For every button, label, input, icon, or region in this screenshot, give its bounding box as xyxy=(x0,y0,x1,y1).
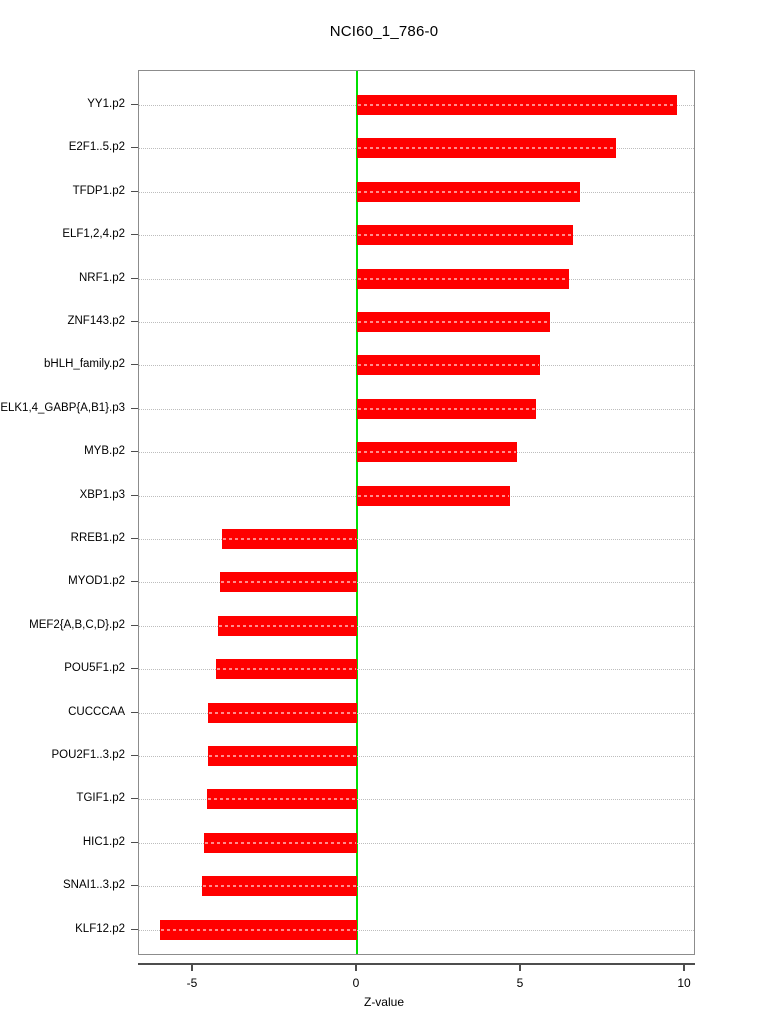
chart-title: NCI60_1_786-0 xyxy=(329,23,439,40)
x-axis-tick xyxy=(355,963,357,971)
gridline xyxy=(139,842,694,844)
y-axis-label: ELF1,2,4.p2 xyxy=(62,228,125,241)
bar[interactable] xyxy=(357,355,541,376)
y-axis-label: POU5F1.p2 xyxy=(64,662,125,675)
x-axis-line xyxy=(138,963,695,965)
y-axis-tick xyxy=(131,798,138,800)
bar[interactable] xyxy=(357,398,536,419)
bar[interactable] xyxy=(206,789,357,810)
y-axis-label: TGIF1.p2 xyxy=(76,792,125,805)
y-axis-label: HIC1.p2 xyxy=(82,835,125,848)
y-axis-tick xyxy=(131,277,138,279)
y-axis-tick xyxy=(131,451,138,453)
y-axis-tick xyxy=(131,841,138,843)
y-axis-tick xyxy=(131,624,138,626)
bar[interactable] xyxy=(357,138,617,159)
gridline xyxy=(139,886,694,888)
y-axis-label: XBP1.p3 xyxy=(79,488,125,501)
y-axis-tick xyxy=(131,321,138,322)
y-axis-label: E2F1..5.p2 xyxy=(68,141,125,154)
y-axis-tick xyxy=(131,755,138,756)
gridline xyxy=(139,929,694,931)
x-axis-tick-label: 5 xyxy=(516,976,524,990)
bar[interactable] xyxy=(201,876,357,897)
y-axis-label: bHLH_family.p2 xyxy=(44,358,125,371)
bar[interactable] xyxy=(357,312,550,332)
gridline xyxy=(139,756,694,757)
bar[interactable] xyxy=(203,832,357,853)
bar[interactable] xyxy=(357,268,569,289)
bar[interactable] xyxy=(357,181,581,202)
plot-inner xyxy=(139,71,694,954)
y-axis-tick xyxy=(131,581,138,583)
y-axis-label: ZNF143.p2 xyxy=(67,315,125,327)
bar[interactable] xyxy=(219,572,357,593)
gridline xyxy=(139,625,694,627)
y-axis-label: KLF12.p2 xyxy=(75,922,125,935)
y-axis-tick xyxy=(131,538,138,539)
y-axis-tick xyxy=(131,928,138,930)
y-axis-tick xyxy=(131,711,138,713)
y-axis-label: POU2F1..3.p2 xyxy=(51,749,125,761)
x-axis-tick-label: -5 xyxy=(186,976,198,990)
bar[interactable] xyxy=(357,95,678,115)
bar[interactable] xyxy=(357,442,517,463)
plot-area xyxy=(138,70,695,955)
y-axis-tick xyxy=(131,190,138,192)
y-axis-label: MEF2{A,B,C,D}.p2 xyxy=(29,618,125,631)
y-axis-tick xyxy=(131,234,138,236)
bar[interactable] xyxy=(207,746,357,766)
gridline xyxy=(139,712,694,714)
x-axis-tick xyxy=(683,963,685,971)
y-axis-label: ELK1,4_GABP{A,B1}.p3 xyxy=(0,401,125,414)
bar[interactable] xyxy=(215,659,357,680)
y-axis-tick xyxy=(131,147,138,149)
y-axis-label: MYOD1.p2 xyxy=(68,575,125,588)
y-axis-tick xyxy=(131,364,138,366)
x-axis-tick xyxy=(191,963,193,971)
bar[interactable] xyxy=(208,702,357,723)
y-axis-label: SNAI1..3.p2 xyxy=(62,879,125,892)
y-axis-label-group: YY1.p2 E2F1..5.p2 TFDP1.p2 ELF1,2,4.p2 NRF1.… xyxy=(0,0,138,1028)
y-axis-tick xyxy=(131,494,138,496)
y-axis-label: YY1.p2 xyxy=(87,98,125,110)
bar[interactable] xyxy=(221,529,357,549)
y-axis-label: RREB1.p2 xyxy=(70,532,125,544)
y-axis-label: NRF1.p2 xyxy=(78,271,125,284)
y-axis-label: CUCCCAA xyxy=(68,705,125,718)
y-axis-tick xyxy=(131,407,138,409)
bar[interactable] xyxy=(160,919,357,940)
x-axis-tick-label: 0 xyxy=(352,976,360,990)
x-axis-tick-label: 10 xyxy=(677,976,691,990)
gridline xyxy=(139,582,694,584)
gridline xyxy=(139,799,694,801)
bar[interactable] xyxy=(357,225,574,246)
x-axis-tick xyxy=(519,963,521,971)
gridline xyxy=(139,669,694,671)
y-axis-label: MYB.p2 xyxy=(84,445,125,458)
x-axis-title: Z-value xyxy=(363,995,404,1009)
y-axis-tick xyxy=(131,885,138,887)
y-axis-label: TFDP1.p2 xyxy=(72,184,125,197)
bar[interactable] xyxy=(357,485,510,506)
y-axis-tick xyxy=(131,668,138,670)
y-axis-tick xyxy=(131,104,138,105)
zero-reference-line xyxy=(356,71,358,954)
bar[interactable] xyxy=(217,615,357,636)
gridline xyxy=(139,539,694,540)
